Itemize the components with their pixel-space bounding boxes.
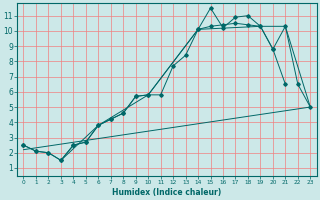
X-axis label: Humidex (Indice chaleur): Humidex (Indice chaleur): [112, 188, 221, 197]
